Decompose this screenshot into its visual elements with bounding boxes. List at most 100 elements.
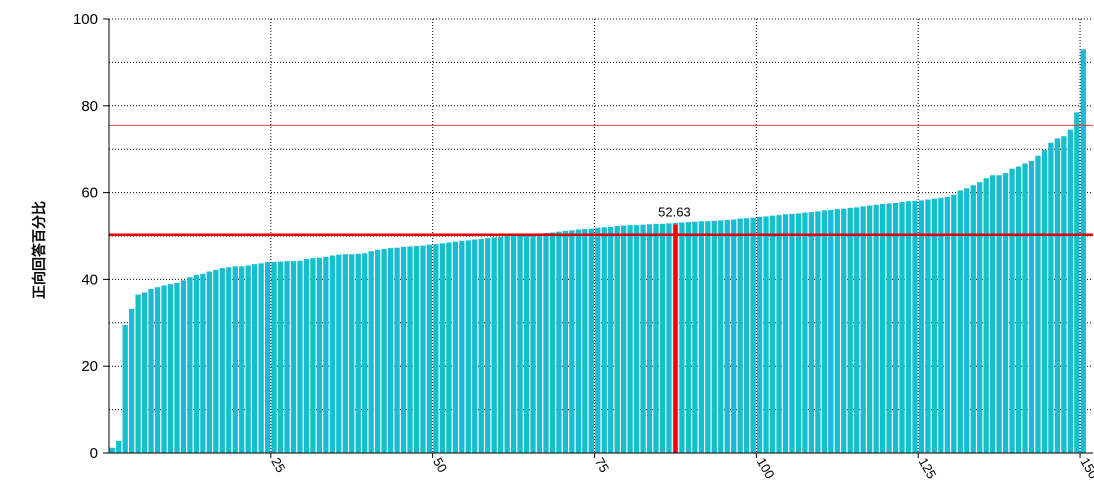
highlight-value-label: 52.63 <box>658 205 691 220</box>
bar <box>517 235 523 453</box>
bar <box>342 254 348 453</box>
bar <box>879 203 886 453</box>
bar <box>245 265 251 453</box>
bar <box>951 194 957 453</box>
bar <box>1074 112 1080 453</box>
x-tick-label: 150 <box>1077 455 1094 481</box>
bar <box>711 220 717 453</box>
bar <box>413 245 420 453</box>
bar <box>808 212 815 453</box>
bar <box>271 262 277 453</box>
bar <box>750 217 756 453</box>
bar <box>867 205 873 453</box>
y-tick-label: 60 <box>81 185 98 202</box>
bar <box>614 226 620 453</box>
bar <box>886 203 892 453</box>
bar <box>433 244 439 453</box>
bar <box>310 258 316 453</box>
bar <box>782 214 789 453</box>
bar <box>400 246 407 453</box>
bar <box>621 225 627 453</box>
bar <box>666 223 672 453</box>
bar <box>407 246 413 453</box>
bar <box>685 222 692 453</box>
bar <box>426 244 433 453</box>
bar <box>653 223 659 453</box>
bar <box>122 324 128 453</box>
bar <box>633 225 640 453</box>
bar <box>789 213 795 453</box>
bar <box>983 178 989 453</box>
y-tick-label: 40 <box>81 271 98 288</box>
bar <box>109 447 115 453</box>
bar <box>569 230 575 453</box>
bar <box>316 257 323 453</box>
bar <box>530 233 536 453</box>
bar <box>815 211 821 453</box>
bar <box>116 440 122 453</box>
bar <box>860 206 866 453</box>
bar <box>226 267 232 453</box>
bar <box>472 239 478 453</box>
bar <box>303 259 310 453</box>
reference-lines <box>109 124 1093 453</box>
bar <box>510 236 517 453</box>
bar <box>290 261 297 453</box>
bar <box>763 216 769 453</box>
bar <box>679 222 685 453</box>
y-axis-title: 正向回答百分比 <box>31 201 47 299</box>
bar <box>1067 129 1073 454</box>
bar <box>847 207 853 453</box>
bar <box>1022 163 1028 453</box>
bar <box>543 232 549 453</box>
bar <box>944 196 950 453</box>
bar <box>724 219 730 453</box>
bar <box>297 260 303 453</box>
bar <box>931 198 938 453</box>
bar <box>213 269 219 453</box>
axes <box>103 18 1093 458</box>
bar <box>821 210 827 453</box>
bar <box>129 308 135 453</box>
bar <box>595 227 601 453</box>
bar <box>795 213 802 453</box>
bar <box>776 215 782 453</box>
bar <box>718 220 724 453</box>
bar <box>1061 136 1067 453</box>
bar <box>420 245 426 453</box>
bar <box>692 221 698 453</box>
bar <box>905 201 912 453</box>
bar <box>925 199 931 453</box>
bar <box>258 263 264 453</box>
bar <box>1041 150 1048 453</box>
bar <box>918 200 925 453</box>
bar <box>549 232 556 453</box>
bar <box>394 247 400 453</box>
bar <box>1080 49 1086 453</box>
bar <box>387 248 394 453</box>
bar <box>938 197 944 453</box>
bar <box>731 219 737 453</box>
bar <box>277 261 284 453</box>
bar <box>504 236 510 453</box>
bar <box>180 280 187 453</box>
bar <box>705 221 711 453</box>
bar <box>148 288 154 453</box>
bar <box>200 273 206 453</box>
bar <box>582 229 588 453</box>
grid-lines <box>109 18 1093 453</box>
bar <box>802 212 808 453</box>
bar <box>239 266 245 453</box>
bar <box>640 224 646 453</box>
bar <box>1035 155 1041 453</box>
bar <box>1015 166 1022 453</box>
x-tick-label: 25 <box>268 455 288 475</box>
bar <box>375 249 381 453</box>
bar <box>135 294 141 453</box>
bar <box>284 261 290 453</box>
bar <box>1009 168 1015 454</box>
bar <box>485 238 491 453</box>
bar <box>588 228 594 453</box>
bar <box>627 225 633 453</box>
